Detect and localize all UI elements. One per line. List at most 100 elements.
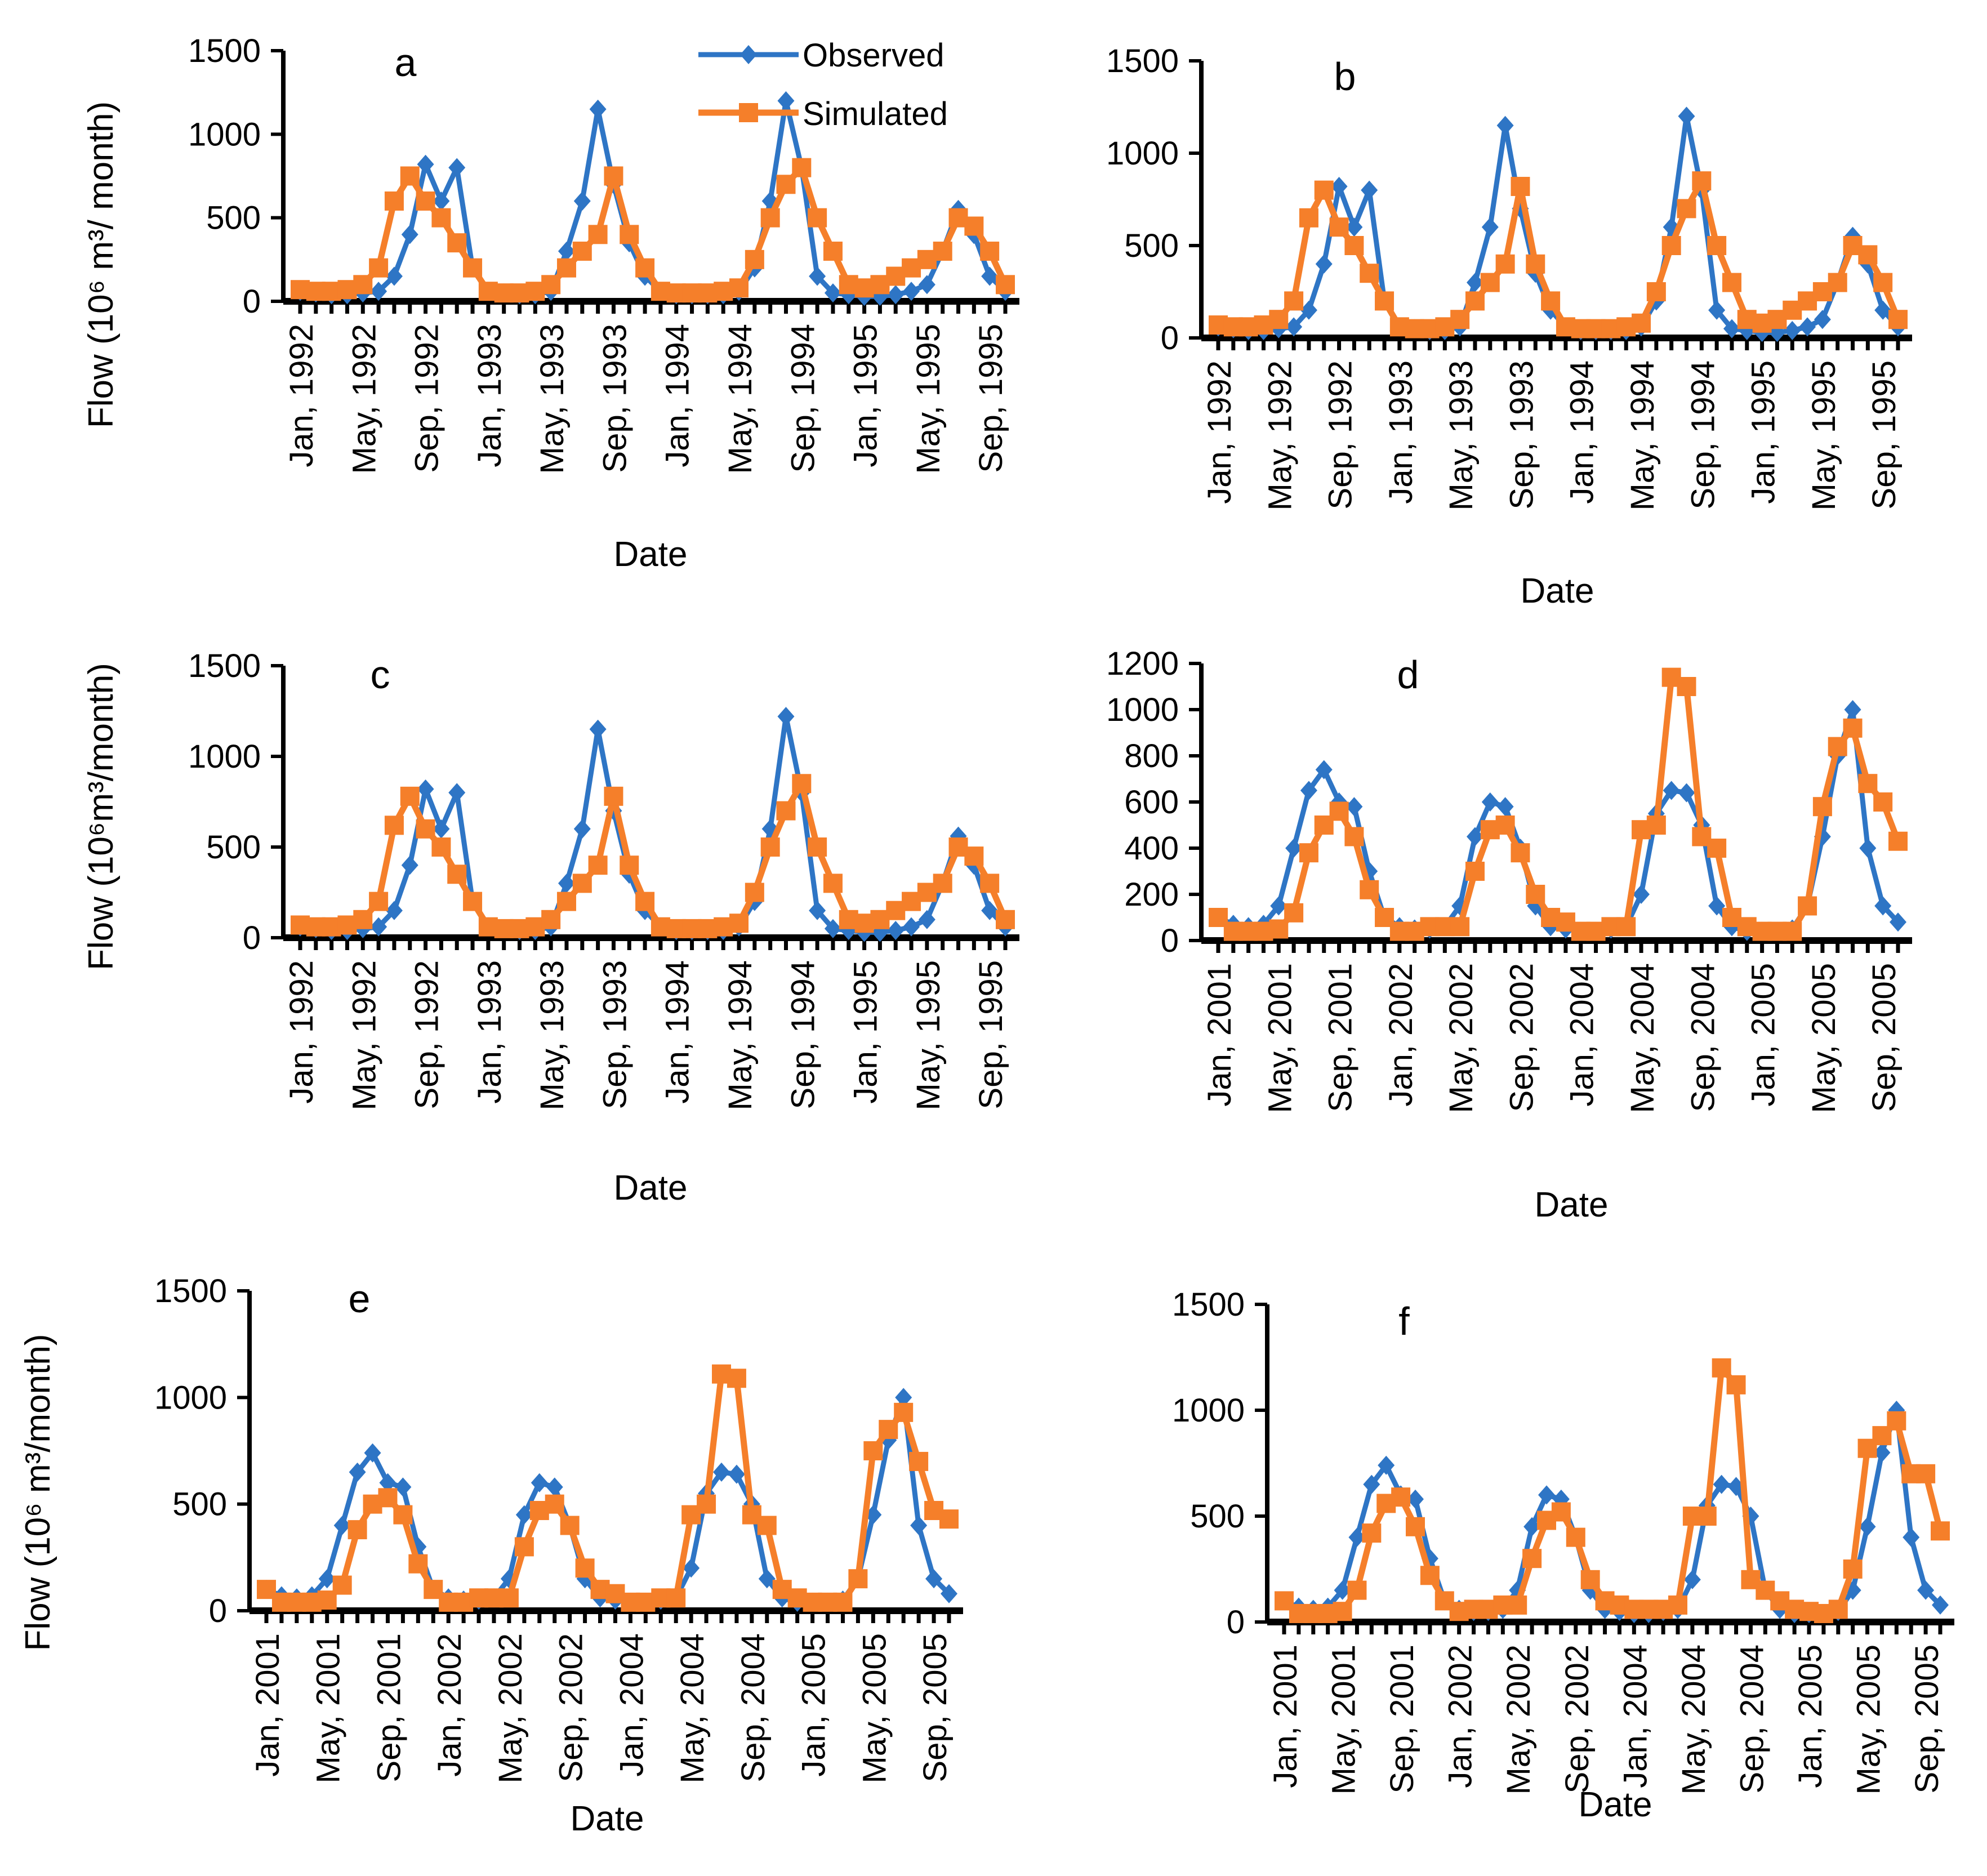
observed-point (385, 266, 403, 286)
simulated-point (1511, 843, 1530, 863)
observed-point (573, 819, 591, 839)
simulated-point (1798, 896, 1817, 916)
x-tick-label: Sep, 2005 (917, 1633, 954, 1782)
simulated-point (848, 1569, 868, 1589)
observed-point (433, 819, 450, 839)
simulated-point (1726, 1375, 1746, 1394)
observed-point (433, 191, 450, 211)
observed-point (1300, 300, 1317, 320)
simulated-point (332, 1575, 352, 1595)
observed-point (809, 901, 826, 920)
y-tick-label: 0 (1161, 923, 1179, 959)
simulated-point (1697, 1507, 1717, 1526)
x-tick-label: May, 2001 (1326, 1645, 1362, 1795)
simulated-point (604, 786, 623, 806)
observed-point (349, 1462, 366, 1482)
observed-point (385, 901, 403, 920)
observed-point (777, 707, 795, 727)
simulated-point (1888, 831, 1908, 851)
x-tick-label: May, 2004 (1624, 963, 1661, 1113)
panel-label-c: c (371, 653, 390, 697)
panel-label-a: a (395, 41, 417, 84)
simulated-point (1269, 310, 1289, 329)
series-line-simulated (264, 1371, 951, 1606)
simulated-point (909, 1451, 929, 1471)
x-tick-label: Sep, 2001 (371, 1633, 407, 1782)
observed-point (887, 285, 905, 305)
simulated-point (545, 1494, 564, 1514)
x-tick-label: Jan, 1992 (283, 324, 320, 467)
simulated-point (1508, 1595, 1527, 1615)
observed-point (903, 282, 920, 301)
observed-point (589, 99, 607, 119)
simulated-point (353, 910, 373, 929)
observed-point (887, 921, 905, 941)
x-tick-label: Sep, 1993 (1503, 360, 1540, 509)
y-axis-title: Flow (10⁶ m³/ month) (82, 101, 121, 428)
simulated-point (347, 1520, 367, 1540)
observed-point (401, 225, 418, 244)
simulated-point (729, 914, 749, 933)
simulated-point (1375, 291, 1395, 311)
observed-point (1330, 177, 1348, 197)
chart-b: 0 500 1000 1500 Jan, 1992 May, 1992 Sep, 1992 J… (1106, 43, 1912, 611)
x-axis-title: Date (1535, 1186, 1609, 1224)
observed-point (1814, 310, 1831, 329)
simulated-point (620, 225, 639, 244)
x-tick-label: Sep, 1993 (596, 960, 633, 1109)
observed-point (1859, 839, 1877, 858)
simulated-point (378, 1488, 398, 1508)
simulated-point (408, 1554, 428, 1574)
observed-point (918, 275, 935, 295)
simulated-point (1677, 199, 1696, 219)
observed-point (1844, 700, 1861, 719)
observed-point (1481, 792, 1499, 812)
simulated-point (933, 874, 952, 893)
observed-point (1633, 885, 1650, 904)
simulated-point (1632, 313, 1651, 333)
simulated-point (760, 208, 780, 228)
simulated-point (1873, 792, 1893, 812)
simulated-point (1450, 310, 1470, 329)
simulated-point (964, 846, 984, 866)
observed-point (394, 1477, 412, 1497)
x-tick-label: May, 1992 (1262, 360, 1298, 511)
simulated-point (1526, 254, 1545, 274)
x-tick-label: May, 1994 (722, 960, 759, 1111)
x-tick-label: May, 2001 (310, 1633, 347, 1784)
y-tick-label: 1000 (188, 116, 261, 153)
simulated-point (369, 258, 389, 278)
y-axis-title: Flow (10⁶ m³/month) (19, 1334, 57, 1651)
simulated-point (393, 1505, 413, 1525)
observed-point (589, 719, 607, 739)
x-axis-title: Date (1521, 572, 1594, 611)
x-tick-label: Sep, 1995 (973, 960, 1009, 1109)
simulated-point (499, 1588, 519, 1608)
simulated-point (863, 1441, 883, 1460)
simulated-point (369, 892, 389, 911)
simulated-point (635, 258, 655, 278)
x-tick-label: Jan, 1995 (848, 960, 884, 1104)
simulated-point (1329, 801, 1349, 821)
x-tick-label: Jan, 1994 (660, 960, 696, 1104)
x-tick-label: Sep, 2004 (1685, 963, 1721, 1112)
simulated-point (1347, 1580, 1367, 1600)
simulated-point (588, 855, 608, 875)
simulated-point (1526, 885, 1545, 904)
simulated-point (776, 801, 796, 821)
observed-point (903, 917, 920, 937)
simulated-point (1344, 827, 1364, 846)
simulated-point (588, 225, 608, 244)
y-tick-label: 1000 (154, 1379, 227, 1416)
x-tick-label: Jan, 1995 (1745, 360, 1782, 504)
simulated-point (1580, 1570, 1600, 1589)
observed-point (809, 266, 826, 286)
legend-observed-marker (740, 45, 757, 64)
observed-point (1466, 273, 1483, 292)
y-tick-label: 1500 (1106, 43, 1179, 79)
x-tick-label: Jan, 2002 (1442, 1645, 1479, 1788)
x-tick-label: Sep, 1994 (785, 960, 821, 1109)
simulated-point (1707, 839, 1727, 858)
simulated-point (575, 1558, 595, 1578)
